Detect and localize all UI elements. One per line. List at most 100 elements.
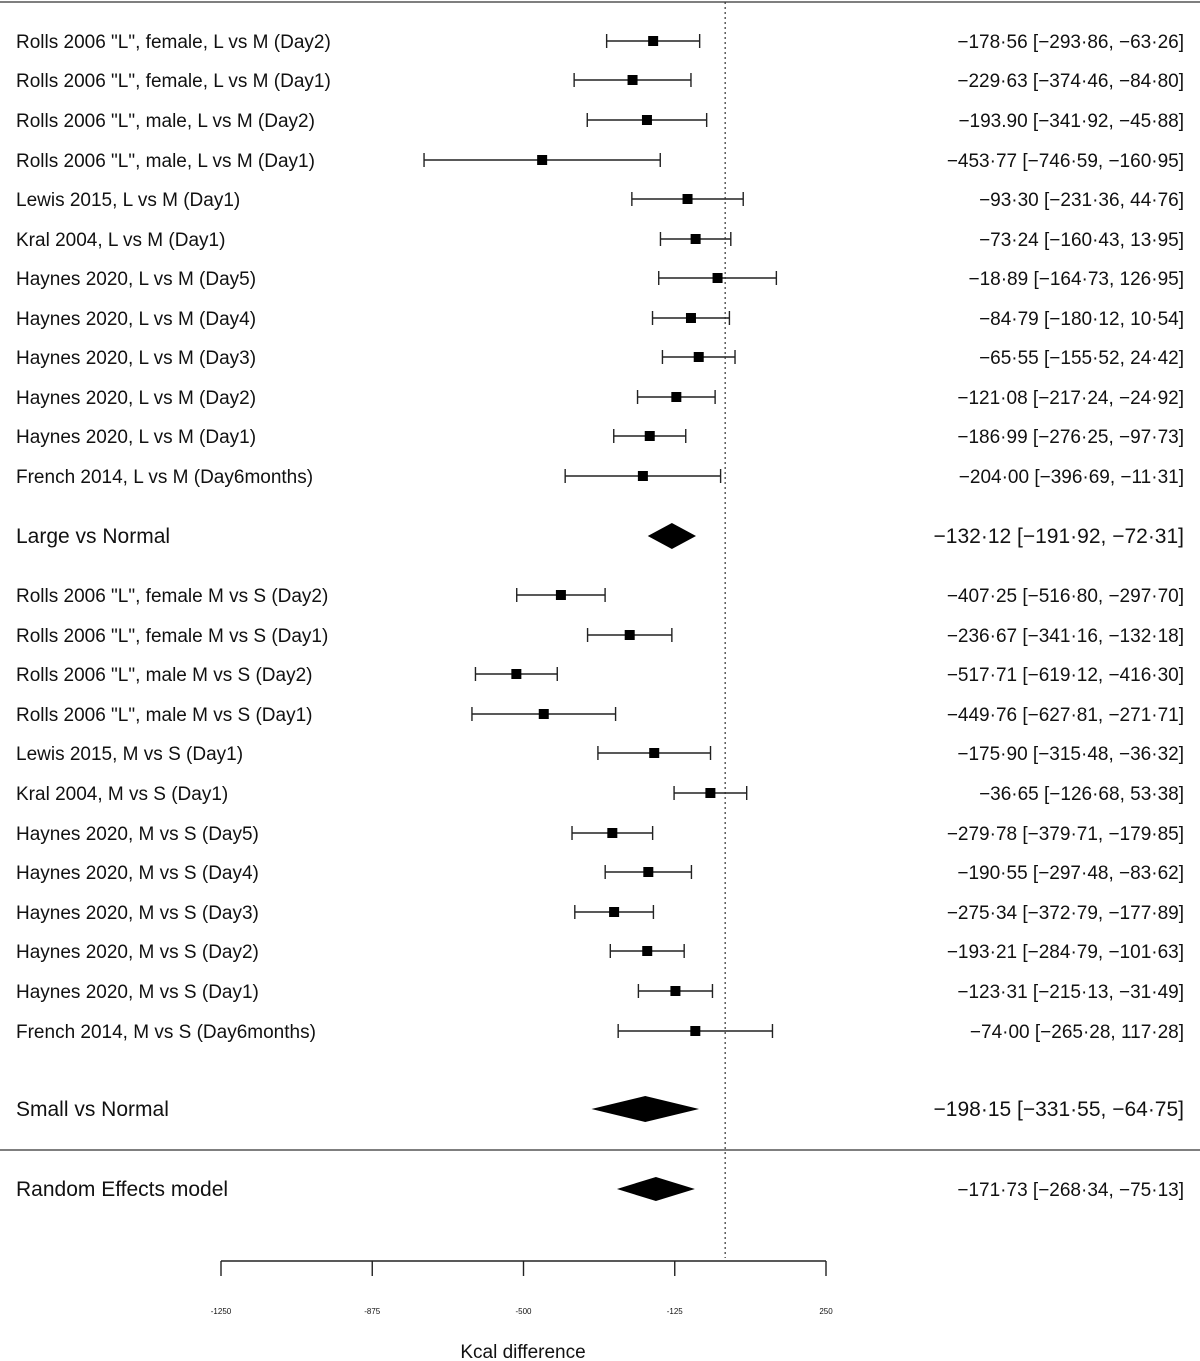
row-estimate-text: −84·79 [−180·12, 10·54]	[979, 309, 1184, 330]
row-estimate-text: −193·21 [−284·79, −101·63]	[947, 942, 1184, 963]
point-estimate-square	[671, 392, 682, 402]
forest-row: Small vs Normal −198·15 [−331·55, −64·75]	[16, 1096, 1184, 1122]
row-label: Rolls 2006 "L", male, L vs M (Day2)	[16, 111, 315, 132]
point-estimate-square	[685, 313, 696, 323]
row-label: Lewis 2015, M vs S (Day1)	[16, 744, 243, 765]
point-estimate-square	[670, 986, 681, 996]
row-estimate-text: −190·55 [−297·48, −83·62]	[957, 863, 1184, 884]
forest-row: Large vs Normal −132·12 [−191·92, −72·31]	[16, 523, 1184, 549]
row-label: Kral 2004, M vs S (Day1)	[16, 784, 228, 805]
point-estimate-square	[641, 115, 652, 125]
row-estimate-text: −175·90 [−315·48, −36·32]	[957, 744, 1184, 765]
row-label: Rolls 2006 "L", male M vs S (Day1)	[16, 705, 312, 726]
forest-row: Haynes 2020, L vs M (Day2) −121·08 [−217·…	[16, 388, 1184, 409]
row-label: Haynes 2020, M vs S (Day4)	[16, 863, 259, 884]
forest-row: French 2014, L vs M (Day6months) −204·00 …	[16, 467, 1184, 488]
point-estimate-square	[712, 273, 723, 283]
row-label: Haynes 2020, L vs M (Day4)	[16, 309, 256, 330]
forest-row: Haynes 2020, L vs M (Day4) −84·79 [−180·1…	[16, 309, 1184, 330]
forest-row: Kral 2004, L vs M (Day1) −73·24 [−160·43,…	[16, 230, 1184, 251]
point-estimate-square	[555, 590, 566, 600]
x-tick-label: 250	[819, 1307, 833, 1316]
forest-row: Lewis 2015, M vs S (Day1) −175·90 [−315·4…	[16, 744, 1184, 765]
x-tick-label: -125	[667, 1307, 684, 1316]
x-axis: -1250 -875 -500 -125 250	[211, 1260, 833, 1316]
x-tick-label: -875	[364, 1307, 381, 1316]
row-estimate-text: −74·00 [−265·28, 117·28]	[970, 1022, 1184, 1043]
forest-row: Kral 2004, M vs S (Day1) −36·65 [−126·68,…	[16, 784, 1184, 805]
row-label: Rolls 2006 "L", female, L vs M (Day2)	[16, 32, 331, 53]
row-estimate-text: −204·00 [−396·69, −11·31]	[959, 467, 1184, 488]
row-estimate-text: −453·77 [−746·59, −160·95]	[947, 151, 1184, 172]
forest-row: Haynes 2020, M vs S (Day2) −193·21 [−284·…	[16, 942, 1184, 963]
row-estimate-text: −198·15 [−331·55, −64·75]	[934, 1098, 1184, 1121]
row-label: French 2014, M vs S (Day6months)	[16, 1022, 316, 1043]
point-estimate-square	[624, 630, 635, 640]
row-estimate-text: −229·63 [−374·46, −84·80]	[957, 71, 1184, 92]
row-label: Random Effects model	[16, 1178, 228, 1201]
rows-layer: Rolls 2006 "L", female, L vs M (Day2) −17…	[16, 32, 1184, 1201]
row-estimate-text: −275·34 [−372·79, −177·89]	[947, 903, 1184, 924]
forest-row: Haynes 2020, M vs S (Day4) −190·55 [−297·…	[16, 863, 1184, 884]
row-label: Kral 2004, L vs M (Day1)	[16, 230, 225, 251]
point-estimate-square	[609, 907, 620, 917]
row-label: Haynes 2020, M vs S (Day1)	[16, 982, 259, 1003]
x-tick-label: -500	[515, 1307, 532, 1316]
forest-row: Haynes 2020, M vs S (Day1) −123·31 [−215·…	[16, 982, 1184, 1003]
row-estimate-text: −132·12 [−191·92, −72·31]	[934, 525, 1184, 548]
row-label: Haynes 2020, M vs S (Day3)	[16, 903, 259, 924]
forest-row: Haynes 2020, L vs M (Day3) −65·55 [−155·5…	[16, 348, 1184, 369]
row-label: Haynes 2020, M vs S (Day5)	[16, 824, 259, 845]
forest-row: Haynes 2020, L vs M (Day1) −186·99 [−276·…	[16, 427, 1184, 448]
x-tick-label: -1250	[211, 1307, 232, 1316]
row-label: Small vs Normal	[16, 1098, 169, 1121]
point-estimate-square	[511, 669, 522, 679]
forest-row: Rolls 2006 "L", female M vs S (Day1) −236…	[16, 626, 1184, 647]
forest-row: Rolls 2006 "L", male, L vs M (Day1) −453·…	[16, 151, 1184, 172]
point-estimate-square	[690, 1026, 701, 1036]
row-label: Rolls 2006 "L", female M vs S (Day2)	[16, 586, 328, 607]
point-estimate-square	[648, 36, 659, 46]
forest-row: Rolls 2006 "L", female, L vs M (Day2) −17…	[16, 32, 1184, 53]
row-estimate-text: −36·65 [−126·68, 53·38]	[979, 784, 1184, 805]
point-estimate-square	[537, 155, 548, 165]
subtotal-diamond	[591, 1096, 700, 1122]
row-estimate-text: −18·89 [−164·73, 126·95]	[968, 269, 1184, 290]
row-estimate-text: −123·31 [−215·13, −31·49]	[957, 982, 1184, 1003]
row-estimate-text: −93·30 [−231·36, 44·76]	[979, 190, 1184, 211]
row-label: French 2014, L vs M (Day6months)	[16, 467, 313, 488]
forest-row: Rolls 2006 "L", female M vs S (Day2) −407…	[16, 586, 1184, 607]
forest-row: Random Effects model −171·73 [−268·34, −7…	[16, 1177, 1184, 1201]
x-axis-label: Kcal difference	[460, 1342, 585, 1361]
row-label: Haynes 2020, L vs M (Day5)	[16, 269, 256, 290]
row-estimate-text: −171·73 [−268·34, −75·13]	[957, 1180, 1184, 1201]
row-label: Haynes 2020, M vs S (Day2)	[16, 942, 259, 963]
forest-row: Haynes 2020, M vs S (Day5) −279·78 [−379·…	[16, 824, 1184, 845]
row-estimate-text: −65·55 [−155·52, 24·42]	[979, 348, 1184, 369]
overall-diamond	[616, 1177, 695, 1201]
point-estimate-square	[607, 828, 618, 838]
point-estimate-square	[538, 709, 549, 719]
point-estimate-square	[649, 748, 660, 758]
point-estimate-square	[682, 194, 693, 204]
forest-row: Rolls 2006 "L", female, L vs M (Day1) −22…	[16, 71, 1184, 92]
point-estimate-square	[643, 867, 654, 877]
row-label: Rolls 2006 "L", male, L vs M (Day1)	[16, 151, 315, 172]
row-estimate-text: −517·71 [−619·12, −416·30]	[947, 665, 1184, 686]
row-label: Lewis 2015, L vs M (Day1)	[16, 190, 240, 211]
forest-row: Rolls 2006 "L", male M vs S (Day2) −517·7…	[16, 665, 1184, 686]
point-estimate-square	[644, 431, 655, 441]
row-estimate-text: −121·08 [−217·24, −24·92]	[957, 388, 1184, 409]
point-estimate-square	[690, 234, 701, 244]
forest-row: Haynes 2020, M vs S (Day3) −275·34 [−372·…	[16, 903, 1184, 924]
row-label: Haynes 2020, L vs M (Day3)	[16, 348, 256, 369]
forest-row: French 2014, M vs S (Day6months) −74·00 […	[16, 1022, 1184, 1043]
row-estimate-text: −407·25 [−516·80, −297·70]	[947, 586, 1184, 607]
point-estimate-square	[705, 788, 716, 798]
row-estimate-text: −186·99 [−276·25, −97·73]	[957, 427, 1184, 448]
forest-row: Lewis 2015, L vs M (Day1) −93·30 [−231·36…	[16, 190, 1184, 211]
row-estimate-text: −279·78 [−379·71, −179·85]	[947, 824, 1184, 845]
row-estimate-text: −449·76 [−627·81, −271·71]	[947, 705, 1184, 726]
point-estimate-square	[693, 352, 704, 362]
